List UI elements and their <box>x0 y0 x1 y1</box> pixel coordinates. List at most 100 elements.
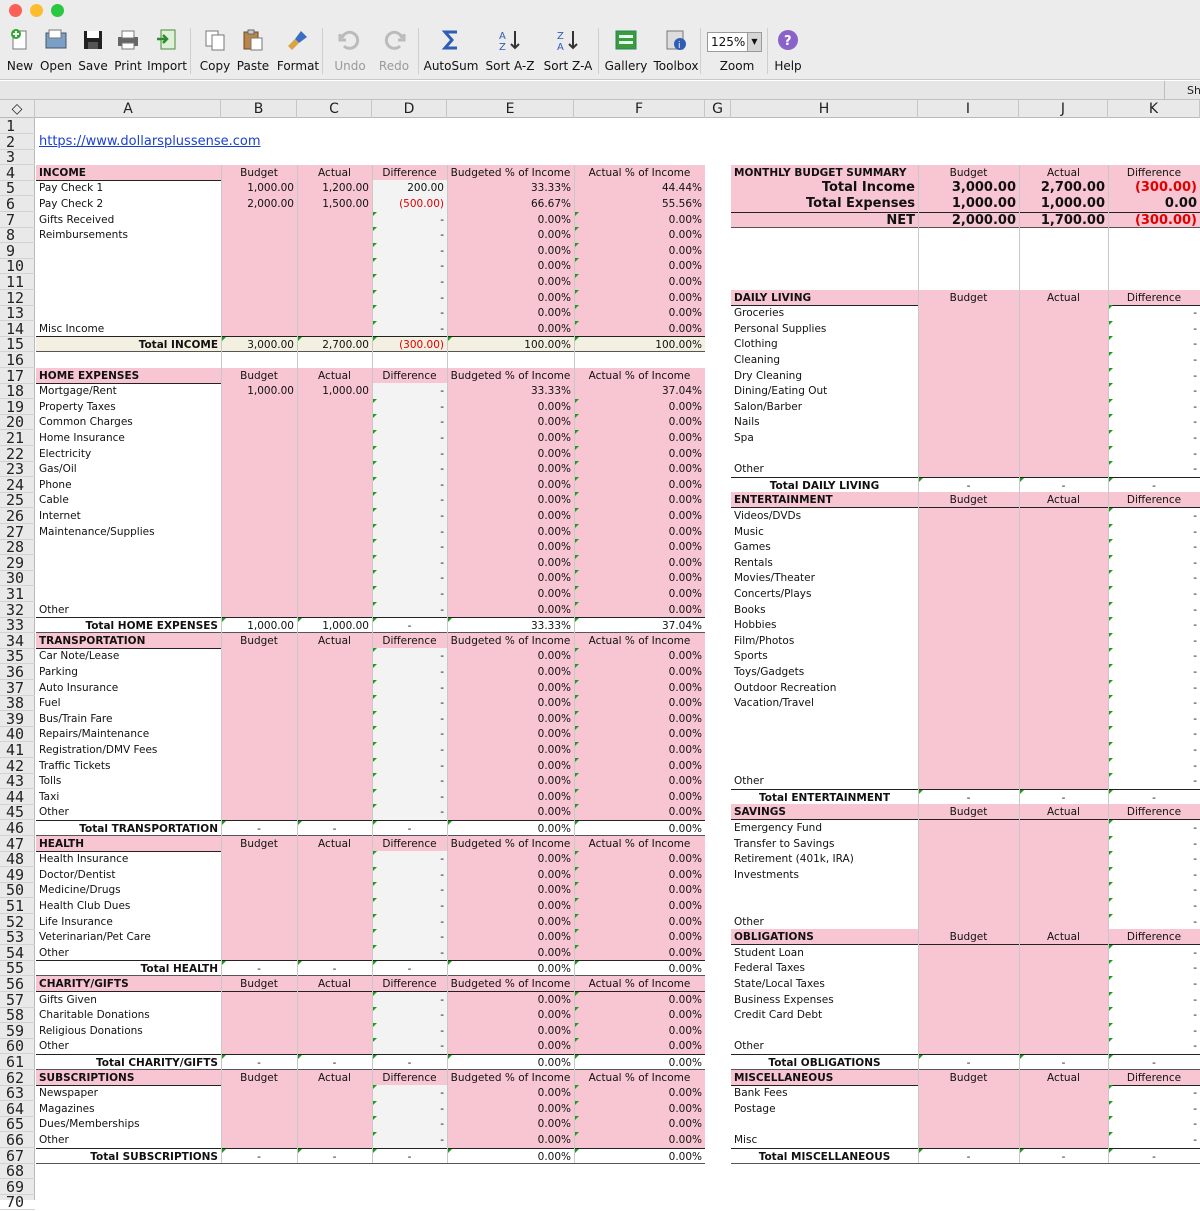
row-label[interactable]: Film/Photos <box>734 634 795 647</box>
actual-pct-cell[interactable]: 0.00% <box>574 289 705 306</box>
budget-cell[interactable] <box>221 601 297 618</box>
budget-cell[interactable] <box>221 398 297 415</box>
section-total-value[interactable]: 37.04% <box>574 617 705 634</box>
row-header[interactable]: 25 <box>0 492 35 509</box>
actual-cell[interactable] <box>1019 679 1108 696</box>
summary-row-label[interactable]: Total Income <box>731 180 918 197</box>
summary-title[interactable]: MONTHLY BUDGET SUMMARY <box>731 164 918 181</box>
row-header[interactable]: 60 <box>0 1038 35 1055</box>
actual-cell[interactable] <box>297 554 372 571</box>
actual-pct-cell[interactable]: 0.00% <box>574 851 705 868</box>
row-label[interactable]: Pay Check 1 <box>39 182 104 195</box>
budget-pct-cell[interactable]: 33.33% <box>447 383 574 400</box>
section-title[interactable]: CHARITY/GIFTS <box>36 976 221 992</box>
budget-cell[interactable] <box>221 866 297 883</box>
column-label[interactable]: Actual <box>1019 929 1108 946</box>
row-header[interactable]: 42 <box>0 758 35 774</box>
summary-value[interactable]: (300.00) <box>1108 180 1200 197</box>
difference-cell[interactable]: - <box>372 773 447 790</box>
column-header-b[interactable]: B <box>221 100 297 118</box>
section-total-value[interactable]: - <box>1019 1054 1108 1070</box>
budget-pct-cell[interactable]: 0.00% <box>447 586 574 602</box>
budget-cell[interactable] <box>918 1100 1019 1117</box>
actual-pct-cell[interactable]: 0.00% <box>574 679 705 696</box>
difference-cell[interactable]: - <box>1108 1038 1200 1054</box>
row-header[interactable]: 70 <box>0 1194 35 1211</box>
difference-cell[interactable]: - <box>1108 882 1200 898</box>
actual-pct-cell[interactable]: 0.00% <box>574 1100 705 1117</box>
column-label[interactable]: Budget <box>221 1069 297 1086</box>
budget-cell[interactable] <box>221 242 297 259</box>
actual-cell[interactable] <box>297 944 372 961</box>
budget-pct-cell[interactable]: 0.00% <box>447 991 574 1008</box>
sort-z-a-button[interactable]: Z A Sort Z-A <box>540 22 596 78</box>
budget-cell[interactable] <box>918 367 1019 384</box>
row-header[interactable]: 45 <box>0 804 35 821</box>
section-title[interactable]: DAILY LIVING <box>731 289 918 306</box>
row-label[interactable]: Concerts/Plays <box>734 588 812 600</box>
row-label[interactable] <box>36 258 221 274</box>
row-label[interactable]: Registration/DMV Fees <box>39 744 158 756</box>
column-label[interactable]: Actual % of Income <box>574 976 705 992</box>
actual-cell[interactable] <box>297 695 372 712</box>
budget-pct-cell[interactable]: 0.00% <box>447 539 574 556</box>
column-label[interactable]: Actual <box>297 976 372 992</box>
actual-cell[interactable] <box>1019 835 1108 852</box>
difference-cell[interactable]: - <box>1108 523 1200 540</box>
actual-pct-cell[interactable]: 0.00% <box>574 648 705 665</box>
row-label[interactable] <box>36 586 221 602</box>
actual-cell[interactable] <box>1019 742 1108 758</box>
import-button[interactable]: Import <box>146 22 188 78</box>
actual-pct-cell[interactable]: 0.00% <box>574 461 705 478</box>
actual-cell[interactable] <box>297 242 372 259</box>
actual-pct-cell[interactable]: 0.00% <box>574 695 705 712</box>
row-label[interactable]: Tolls <box>39 775 62 788</box>
actual-cell[interactable] <box>1019 851 1108 868</box>
budget-pct-cell[interactable]: 0.00% <box>447 211 574 228</box>
difference-cell[interactable]: - <box>1108 554 1200 571</box>
row-label[interactable] <box>731 898 918 914</box>
row-header[interactable]: 62 <box>0 1070 35 1086</box>
budget-pct-cell[interactable]: 0.00% <box>447 430 574 446</box>
budget-pct-cell[interactable]: 0.00% <box>447 227 574 244</box>
zoom-window-icon[interactable] <box>51 4 64 17</box>
row-label[interactable]: Books <box>734 603 766 616</box>
row-label[interactable]: Videos/DVDs <box>734 510 802 522</box>
difference-cell[interactable]: - <box>372 1100 447 1117</box>
row-label[interactable]: Phone <box>39 478 72 491</box>
actual-cell[interactable] <box>1019 632 1108 649</box>
budget-pct-cell[interactable]: 0.00% <box>447 258 574 275</box>
row-header[interactable]: 2 <box>0 134 35 150</box>
row-label[interactable]: Hobbies <box>734 619 777 632</box>
difference-cell[interactable]: - <box>1108 1132 1200 1148</box>
row-header[interactable]: 18 <box>0 383 35 400</box>
row-header[interactable]: 24 <box>0 477 35 493</box>
budget-cell[interactable] <box>918 742 1019 758</box>
budget-cell[interactable] <box>918 726 1019 743</box>
row-label[interactable]: Other <box>39 603 69 616</box>
row-label[interactable] <box>731 711 918 727</box>
row-header[interactable]: 54 <box>0 945 35 961</box>
budget-cell[interactable] <box>221 227 297 244</box>
section-total-value[interactable]: - <box>372 960 447 977</box>
summary-value[interactable]: 1,700.00 <box>1019 211 1108 228</box>
section-total-value[interactable]: - <box>918 1054 1019 1070</box>
row-header[interactable]: 22 <box>0 446 35 462</box>
row-label[interactable]: Investments <box>734 868 799 881</box>
difference-cell[interactable]: - <box>1108 913 1200 930</box>
row-label[interactable]: Transfer to Savings <box>734 837 835 850</box>
row-header[interactable]: 49 <box>0 867 35 883</box>
budget-cell[interactable] <box>221 1038 297 1055</box>
actual-cell[interactable] <box>297 1116 372 1133</box>
copy-button[interactable]: Copy <box>197 22 233 78</box>
difference-cell[interactable]: - <box>372 679 447 696</box>
actual-pct-cell[interactable]: 0.00% <box>574 414 705 431</box>
budget-cell[interactable] <box>221 586 297 602</box>
difference-cell[interactable]: - <box>372 539 447 556</box>
row-label[interactable]: Mortgage/Rent <box>39 385 117 398</box>
row-label[interactable]: Health Insurance <box>39 853 129 866</box>
difference-cell[interactable]: - <box>1108 773 1200 789</box>
row-header[interactable]: 37 <box>0 680 35 696</box>
budget-cell[interactable] <box>918 944 1019 961</box>
row-header[interactable]: 17 <box>0 368 35 384</box>
